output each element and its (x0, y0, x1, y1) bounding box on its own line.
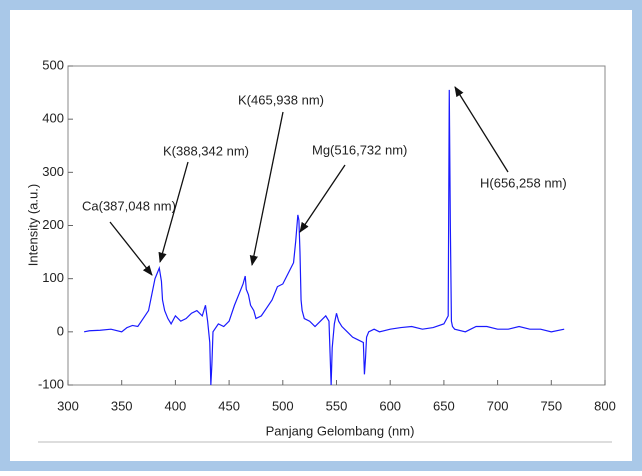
x-tick-label: 700 (487, 398, 509, 413)
x-tick-label: 350 (111, 398, 133, 413)
panel (10, 10, 632, 461)
x-tick-label: 750 (540, 398, 562, 413)
annotation-arrow (454, 86, 509, 173)
x-tick-label: 500 (272, 398, 294, 413)
y-tick-label: 200 (42, 217, 64, 232)
y-axis-label: Intensity (a.u.) (25, 184, 40, 266)
x-tick-label: 300 (57, 398, 79, 413)
x-tick-label: 400 (165, 398, 187, 413)
annotation-arrow (299, 164, 346, 233)
annotation: Ca(387,048 nm) (82, 198, 176, 213)
x-tick-label: 800 (594, 398, 616, 413)
y-tick-label: 0 (57, 323, 64, 338)
x-tick-label: 550 (326, 398, 348, 413)
x-tick-label: 450 (218, 398, 240, 413)
annotation-arrow (158, 161, 189, 264)
annotation: Mg(516,732 nm) (312, 142, 407, 157)
annotation: K(388,342 nm) (163, 143, 249, 158)
y-tick-label: 100 (42, 270, 64, 285)
annotation: K(465,938 nm) (238, 92, 324, 107)
spectrum-line (83, 89, 565, 386)
y-tick-label: 400 (42, 111, 64, 126)
y-tick-label: -100 (38, 376, 64, 391)
annotation-arrow (109, 221, 153, 276)
annotation-arrow (249, 111, 284, 267)
annotation: H(656,258 nm) (480, 175, 567, 190)
x-axis-label: Panjang Gelombang (nm) (266, 423, 415, 438)
x-tick-label: 650 (433, 398, 455, 413)
x-tick-label: 600 (379, 398, 401, 413)
y-tick-label: 300 (42, 164, 64, 179)
y-tick-label: 500 (42, 57, 64, 72)
